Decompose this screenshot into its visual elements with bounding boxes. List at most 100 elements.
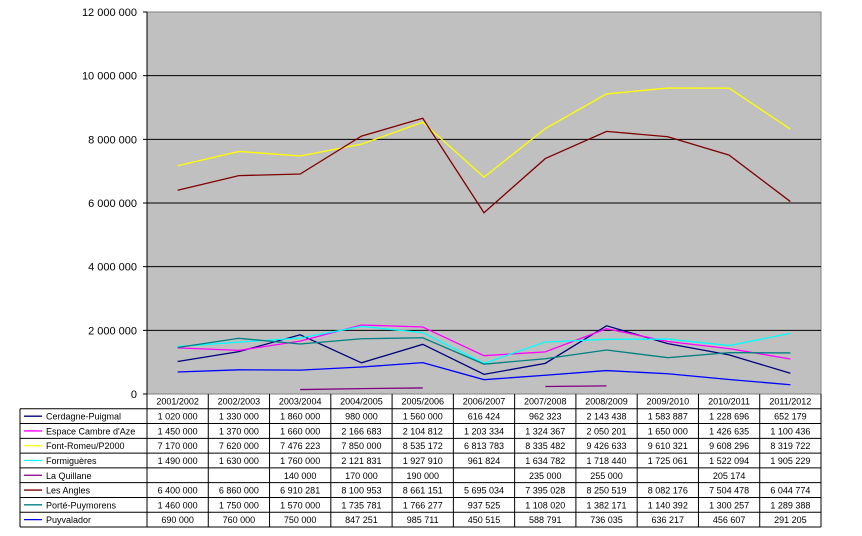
data-label: 8 335 482 — [525, 441, 565, 451]
series-6 — [177, 337, 791, 365]
y-tick-label: 4 000 000 — [88, 262, 137, 274]
data-label: 2 121 831 — [341, 456, 381, 466]
data-label: 1 560 000 — [403, 412, 443, 422]
data-label: 736 035 — [590, 515, 623, 525]
data-label: 750 000 — [284, 515, 317, 525]
data-label: 1 460 000 — [158, 500, 198, 510]
x-tick-label: 2009/2010 — [647, 397, 690, 407]
data-label: 1 766 277 — [403, 500, 443, 510]
data-label: 6 860 000 — [219, 486, 259, 496]
legend-label: La Quillane — [46, 471, 92, 481]
series-7 — [177, 361, 791, 386]
data-label: 1 735 781 — [341, 500, 381, 510]
data-label: 1 522 094 — [709, 456, 749, 466]
data-label: 1 927 910 — [403, 456, 443, 466]
data-label: 1 725 061 — [648, 456, 688, 466]
series-line — [177, 361, 791, 386]
data-label: 7 850 000 — [341, 441, 381, 451]
series-line — [545, 385, 607, 388]
series-line — [177, 325, 791, 365]
x-tick-label: 2001/2002 — [156, 397, 199, 407]
series-line — [177, 337, 791, 365]
data-label: 1 100 436 — [770, 426, 810, 436]
data-label: 652 179 — [774, 412, 807, 422]
x-tick-label: 2004/2005 — [340, 397, 383, 407]
data-label: 5 695 034 — [464, 486, 504, 496]
data-label: 190 000 — [406, 471, 439, 481]
data-label: 2 050 201 — [587, 426, 627, 436]
legend-label: Font-Romeu/P2000 — [46, 441, 125, 451]
x-tick-label: 2011/2012 — [769, 397, 811, 407]
x-tick-label: 2003/2004 — [279, 397, 322, 407]
data-label: 1 020 000 — [158, 412, 198, 422]
y-tick-label: 8 000 000 — [88, 134, 137, 146]
series-line — [177, 117, 791, 214]
data-label: 1 490 000 — [158, 456, 198, 466]
data-label: 235 000 — [529, 471, 562, 481]
data-label: 1 370 000 — [219, 426, 259, 436]
data-label: 8 319 722 — [770, 441, 810, 451]
series-2 — [177, 87, 791, 178]
data-label: 7 504 478 — [709, 486, 749, 496]
x-tick-label: 2006/2007 — [463, 397, 506, 407]
data-label: 1 905 229 — [770, 456, 810, 466]
legend-label: Puyvalador — [46, 515, 91, 525]
data-label: 847 251 — [345, 515, 378, 525]
series-3 — [177, 325, 791, 365]
data-label: 6 813 783 — [464, 441, 504, 451]
series-line — [300, 387, 423, 391]
data-label: 1 108 020 — [525, 500, 565, 510]
x-tick-label: 2002/2003 — [218, 397, 261, 407]
data-label: 690 000 — [161, 515, 194, 525]
data-label: 1 426 635 — [709, 426, 749, 436]
legend-label: Cerdagne-Puigmal — [46, 412, 121, 422]
data-label: 2 143 438 — [587, 412, 627, 422]
data-label: 1 300 257 — [709, 500, 749, 510]
data-label: 6 910 281 — [280, 486, 320, 496]
y-tick-label: 0 — [131, 389, 137, 401]
data-label: 961 824 — [468, 456, 501, 466]
data-label: 1 324 367 — [525, 426, 565, 436]
data-label: 170 000 — [345, 471, 378, 481]
data-label: 7 395 028 — [525, 486, 565, 496]
data-label: 8 535 172 — [403, 441, 443, 451]
data-label: 7 620 000 — [219, 441, 259, 451]
data-label: 140 000 — [284, 471, 317, 481]
series-1 — [177, 324, 791, 360]
data-label: 8 082 176 — [648, 486, 688, 496]
data-label: 1 860 000 — [280, 412, 320, 422]
data-label: 9 610 321 — [648, 441, 688, 451]
x-tick-label: 2008/2009 — [585, 397, 628, 407]
data-label: 6 400 000 — [158, 486, 198, 496]
y-tick-label: 2 000 000 — [88, 325, 137, 337]
data-label: 1 450 000 — [158, 426, 198, 436]
data-label: 1 760 000 — [280, 456, 320, 466]
data-label: 760 000 — [223, 515, 256, 525]
data-label: 962 323 — [529, 412, 562, 422]
data-label: 616 424 — [468, 412, 501, 422]
data-label: 9 426 633 — [587, 441, 627, 451]
series-5 — [177, 117, 791, 214]
data-label: 1 203 334 — [464, 426, 504, 436]
data-label: 1 570 000 — [280, 500, 320, 510]
data-label: 255 000 — [590, 471, 623, 481]
x-tick-label: 2010/2011 — [708, 397, 750, 407]
data-label: 1 660 000 — [280, 426, 320, 436]
y-tick-label: 10 000 000 — [82, 71, 137, 83]
data-label: 937 525 — [468, 500, 501, 510]
data-label: 1 330 000 — [219, 412, 259, 422]
data-label: 1 228 696 — [709, 412, 749, 422]
data-label: 8 250 519 — [587, 486, 627, 496]
series-0 — [177, 325, 791, 376]
data-label: 2 166 683 — [341, 426, 381, 436]
data-label: 1 750 000 — [219, 500, 259, 510]
data-label: 980 000 — [345, 412, 378, 422]
data-label: 1 634 782 — [525, 456, 565, 466]
data-label: 1 289 388 — [770, 500, 810, 510]
data-label: 456 607 — [713, 515, 746, 525]
data-label: 1 650 000 — [648, 426, 688, 436]
data-label: 2 104 812 — [403, 426, 443, 436]
y-tick-label: 6 000 000 — [88, 198, 137, 210]
